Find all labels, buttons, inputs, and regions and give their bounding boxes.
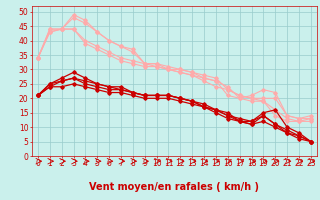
X-axis label: Vent moyen/en rafales ( km/h ): Vent moyen/en rafales ( km/h )	[89, 182, 260, 192]
